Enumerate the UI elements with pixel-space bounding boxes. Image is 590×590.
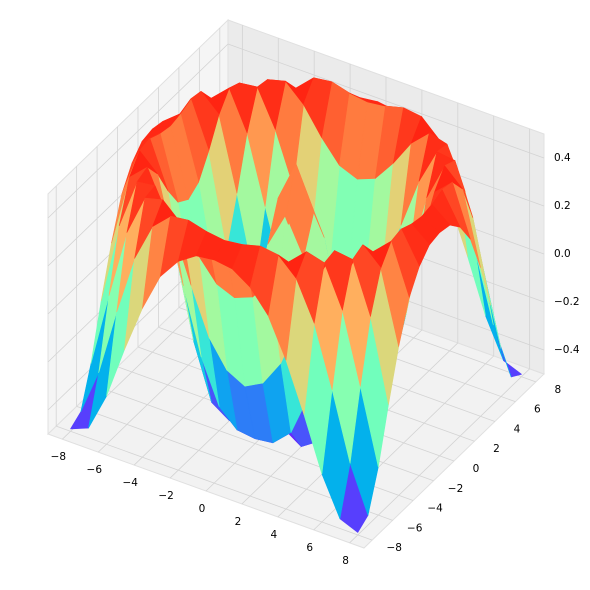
x-tick-label: 0	[199, 503, 206, 515]
x-tick-label: 6	[306, 542, 313, 554]
y-tick-label: 6	[534, 404, 541, 416]
x-tick-label: 4	[270, 529, 277, 541]
y-tick-label: −2	[448, 483, 463, 495]
surface-patch	[324, 250, 353, 311]
y-tick-label: 8	[554, 384, 561, 396]
surface-patch	[228, 82, 258, 134]
z-tick-label: 0.2	[554, 200, 571, 212]
y-tick-label: 2	[493, 443, 500, 455]
surface-patch	[257, 79, 286, 130]
y-grid-line	[56, 425, 373, 541]
surface-patch	[352, 244, 382, 317]
y-tick-label: 0	[473, 463, 480, 475]
z-tick-label: −0.2	[554, 296, 580, 308]
y-tick-label: −4	[427, 503, 443, 515]
x-tick-label: 8	[342, 555, 349, 567]
y-tick-label: 4	[514, 423, 521, 435]
surface-patch	[303, 77, 333, 138]
y-tick-label: −6	[407, 522, 423, 534]
x-tick-label: −2	[158, 490, 173, 502]
x-tick-label: −8	[51, 451, 66, 463]
z-grid-line	[47, 43, 229, 219]
x-tick-label: −4	[122, 477, 138, 489]
surface-patch	[285, 163, 315, 258]
y-tick-label: −8	[386, 542, 401, 554]
z-grid-line	[227, 43, 545, 159]
z-tick-label: 0.0	[554, 248, 571, 260]
x-tick-label: −6	[87, 464, 103, 476]
surface-patch	[295, 251, 325, 324]
z-tick-label: −0.4	[554, 344, 580, 356]
x-tick-label: 2	[235, 516, 242, 528]
z-tick-label: 0.4	[554, 152, 571, 164]
